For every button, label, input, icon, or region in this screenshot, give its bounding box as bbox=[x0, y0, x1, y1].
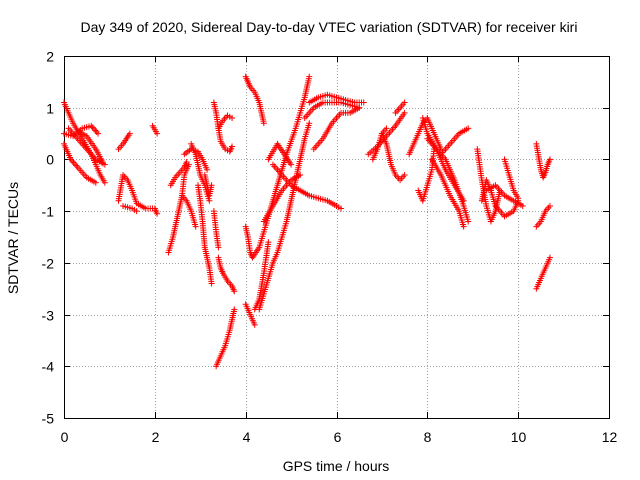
data-point bbox=[215, 244, 222, 251]
data-point bbox=[260, 120, 267, 127]
data-point bbox=[465, 125, 472, 132]
data-point bbox=[265, 239, 272, 246]
data-point bbox=[154, 210, 161, 217]
data-point bbox=[154, 130, 161, 137]
data-point bbox=[92, 179, 99, 186]
data-point bbox=[383, 125, 390, 132]
data-point bbox=[519, 202, 526, 209]
data-point bbox=[208, 182, 215, 189]
data-point bbox=[192, 223, 199, 230]
data-point bbox=[288, 161, 295, 168]
data-point bbox=[465, 218, 472, 225]
y-tick-labels: 2 1 0 -1 -2 -3 -4 -5 bbox=[42, 49, 55, 427]
x-tick-label: 10 bbox=[511, 429, 527, 445]
y-tick-label: 2 bbox=[46, 49, 54, 65]
x-tick-label: 12 bbox=[602, 429, 618, 445]
data-point bbox=[208, 280, 215, 287]
x-tick-label: 0 bbox=[61, 429, 69, 445]
data-point bbox=[206, 197, 213, 204]
x-tick-labels: 0 2 4 6 8 10 12 bbox=[61, 429, 618, 445]
data-points bbox=[61, 73, 553, 370]
data-point bbox=[99, 159, 106, 166]
data-point bbox=[401, 109, 408, 116]
data-point bbox=[546, 202, 553, 209]
y-tick-label: -1 bbox=[42, 204, 55, 220]
x-tick-label: 6 bbox=[334, 429, 342, 445]
y-tick-label: -3 bbox=[42, 308, 55, 324]
y-tick-label: -5 bbox=[42, 411, 55, 427]
data-point bbox=[231, 306, 238, 313]
data-point bbox=[306, 73, 313, 80]
x-tick-label: 2 bbox=[152, 429, 160, 445]
data-point bbox=[515, 195, 522, 202]
data-point bbox=[231, 288, 238, 295]
data-point bbox=[101, 179, 108, 186]
data-point bbox=[460, 223, 467, 230]
data-point bbox=[126, 130, 133, 137]
data-point bbox=[297, 171, 304, 178]
data-point bbox=[251, 321, 258, 328]
y-axis-label: SDTVAR / TECUs bbox=[5, 182, 21, 294]
data-point bbox=[229, 115, 236, 122]
data-point bbox=[401, 171, 408, 178]
data-point bbox=[229, 143, 236, 150]
x-tick-label: 8 bbox=[424, 429, 432, 445]
data-point bbox=[133, 208, 140, 215]
data-point bbox=[401, 99, 408, 106]
data-point bbox=[360, 99, 367, 106]
data-point bbox=[95, 130, 102, 137]
x-tick-label: 4 bbox=[243, 429, 251, 445]
chart-title: Day 349 of 2020, Sidereal Day-to-day VTE… bbox=[81, 19, 578, 35]
data-point bbox=[338, 205, 345, 212]
y-tick-label: -4 bbox=[42, 359, 55, 375]
data-point bbox=[306, 120, 313, 127]
data-point bbox=[546, 156, 553, 163]
data-point bbox=[546, 254, 553, 261]
data-point bbox=[183, 159, 190, 166]
x-axis-label: GPS time / hours bbox=[283, 458, 390, 474]
data-point bbox=[204, 166, 211, 173]
y-tick-label: 1 bbox=[46, 101, 54, 117]
data-point bbox=[356, 104, 363, 111]
y-tick-label: -2 bbox=[42, 256, 55, 272]
y-tick-label: 0 bbox=[46, 152, 54, 168]
